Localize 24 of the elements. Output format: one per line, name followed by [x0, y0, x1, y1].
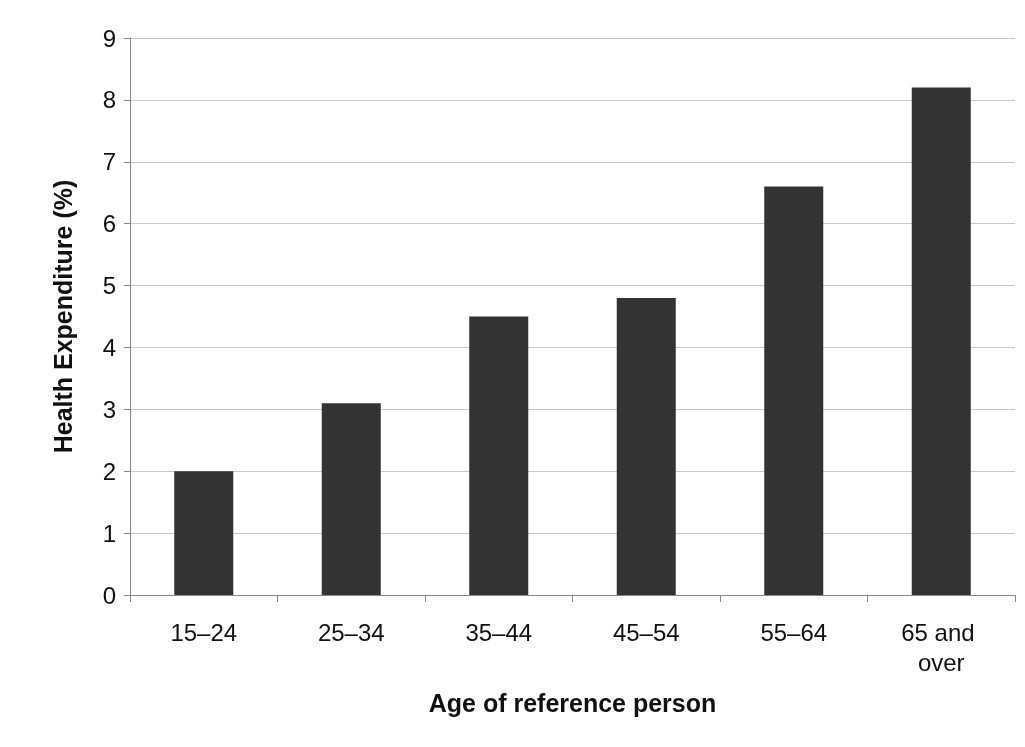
y-tick-label: 3 — [102, 395, 116, 423]
bar — [764, 186, 824, 595]
bar — [321, 403, 381, 595]
x-axis-title: Age of reference person — [428, 688, 717, 717]
x-tick-label: 45–54 — [612, 618, 680, 646]
y-tick-label: 4 — [102, 333, 116, 361]
x-tick-label: 35–44 — [465, 618, 533, 646]
x-tick-label: 15–24 — [170, 618, 238, 646]
bar — [911, 87, 971, 595]
x-tick-label: 65 and over — [901, 618, 982, 676]
y-tick-label: 1 — [102, 519, 116, 547]
x-tick-label: 25–34 — [317, 618, 385, 646]
y-tick-label: 7 — [102, 148, 116, 176]
bar — [469, 316, 529, 595]
y-tick-label: 2 — [102, 457, 116, 485]
y-axis-title: Health Expenditure (%) — [48, 179, 77, 454]
y-tick-label: 6 — [102, 210, 116, 238]
bar — [616, 297, 676, 595]
y-tick-label: 9 — [102, 24, 116, 52]
bar — [174, 471, 234, 595]
y-tick-label: 8 — [102, 86, 116, 114]
x-tick-label: 55–64 — [760, 618, 828, 646]
y-tick-label: 0 — [102, 581, 116, 609]
y-tick-label: 5 — [102, 272, 116, 300]
